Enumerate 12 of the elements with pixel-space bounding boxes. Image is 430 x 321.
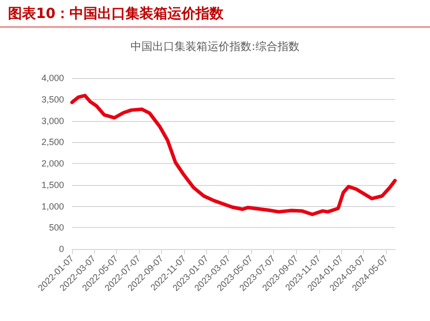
y-tick-label: 0 (58, 244, 64, 254)
y-tick-label: 3,000 (41, 116, 64, 126)
line-series (70, 94, 397, 216)
chart-subtitle: 中国出口集装箱运价指数:综合指数 (130, 40, 300, 53)
y-tick-label: 2,000 (41, 158, 64, 168)
y-tick-label: 1,000 (41, 201, 64, 212)
chart-title: 图表10：中国出口集装箱运价指数 (0, 0, 430, 28)
y-tick-label: 500 (48, 222, 64, 233)
y-tick-label: 2,500 (41, 137, 64, 148)
y-tick-label: 4,000 (41, 73, 64, 83)
y-tick-label: 1,500 (41, 180, 64, 190)
y-tick-label: 3,500 (41, 94, 64, 104)
